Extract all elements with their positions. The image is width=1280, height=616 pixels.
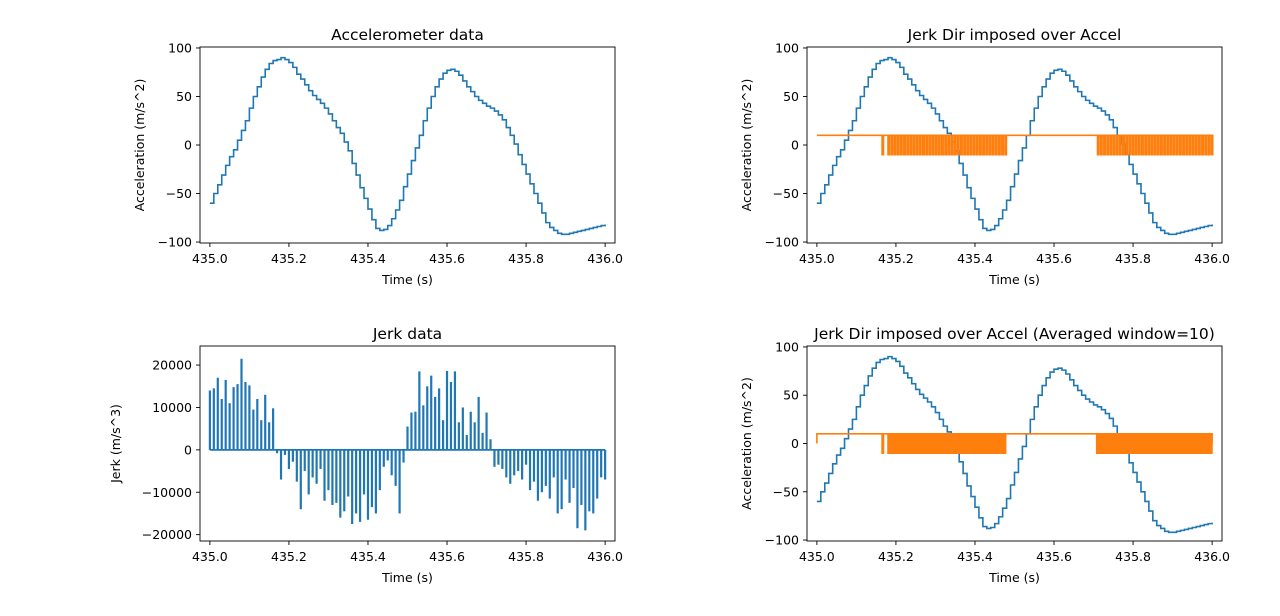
x-tick-label: 435.0	[799, 251, 835, 266]
x-axis-label: Time (s)	[381, 570, 433, 585]
y-tick-label: 10000	[152, 400, 192, 415]
x-tick-label: 435.4	[957, 251, 993, 266]
x-tick-label: 436.0	[1194, 549, 1230, 564]
subplot-4: 435.0 435.2 435.4 435.6 435.8 436.0 100 50 0 −50 −…	[739, 325, 1230, 585]
x-tick-label: 435.4	[350, 251, 386, 266]
series-line-1	[209, 56, 606, 236]
y-tick-label: 50	[783, 388, 799, 403]
x-tick-label: 435.2	[271, 549, 307, 564]
x-axis-label: Time (s)	[988, 570, 1040, 585]
chart-title: Jerk Dir imposed over Accel (Averaged wi…	[813, 325, 1215, 343]
x-tick-label: 435.8	[1115, 549, 1151, 564]
y-tick-label: −100	[158, 235, 192, 250]
y-tick-label: 50	[176, 89, 192, 104]
x-tick-label: 435.0	[192, 251, 228, 266]
y-axis-label: Acceleration (m/s^2)	[739, 377, 754, 510]
x-tick-label: 435.0	[799, 549, 835, 564]
x-tick-label: 435.6	[429, 251, 465, 266]
y-tick-label: 0	[184, 138, 192, 153]
y-tick-label: 100	[775, 40, 799, 55]
jerk-direction-line	[816, 134, 1214, 156]
jerk-direction-line	[816, 433, 1213, 454]
y-axis: 20000 10000 0 −10000 −20000	[142, 358, 200, 542]
y-tick-label: 20000	[152, 358, 192, 373]
x-tick-label: 435.6	[429, 549, 465, 564]
plot-area	[816, 56, 1214, 236]
y-axis: 100 50 0 −50 −100	[765, 40, 807, 250]
y-axis-label: Acceleration (m/s^2)	[132, 79, 147, 212]
x-tick-label: 435.4	[350, 549, 386, 564]
x-axis: 435.0 435.2 435.4 435.6 435.8 436.0	[192, 243, 623, 266]
y-axis: 100 50 0 −50 −100	[765, 339, 807, 548]
plot-area	[209, 56, 606, 236]
y-tick-label: 0	[791, 436, 799, 451]
x-axis-label: Time (s)	[988, 272, 1040, 287]
series-line-1	[816, 355, 1213, 534]
x-tick-label: 436.0	[587, 549, 623, 564]
y-axis-label: Acceleration (m/s^2)	[739, 79, 754, 212]
x-axis: 435.0 435.2 435.4 435.6 435.8 436.0	[799, 243, 1230, 266]
y-tick-label: 50	[783, 89, 799, 104]
y-tick-label: −50	[166, 186, 192, 201]
y-axis-label: Jerk (m/s^3)	[108, 404, 123, 484]
x-tick-label: 435.2	[271, 251, 307, 266]
x-axis: 435.0 435.2 435.4 435.6 435.8 436.0	[192, 541, 623, 564]
y-tick-label: −10000	[142, 485, 192, 500]
y-axis: 100 50 0 −50 −100	[158, 40, 200, 250]
x-tick-label: 435.8	[1115, 251, 1151, 266]
x-tick-label: 435.2	[878, 251, 914, 266]
chart-title: Accelerometer data	[331, 26, 484, 44]
x-tick-label: 435.6	[1036, 251, 1072, 266]
x-tick-label: 435.6	[1036, 549, 1072, 564]
axes-frame	[199, 345, 616, 542]
x-axis-label: Time (s)	[381, 272, 433, 287]
x-axis: 435.0 435.2 435.4 435.6 435.8 436.0	[799, 541, 1230, 564]
series-line-1	[816, 56, 1213, 236]
x-tick-label: 436.0	[587, 251, 623, 266]
x-tick-label: 436.0	[1194, 251, 1230, 266]
y-tick-label: 0	[791, 138, 799, 153]
y-tick-label: −50	[773, 484, 799, 499]
chart-title: Jerk data	[372, 325, 442, 343]
subplot-2: 435.0 435.2 435.4 435.6 435.8 436.0 100 50 0 −50 −…	[739, 26, 1230, 287]
y-tick-label: −100	[765, 533, 799, 548]
plot-area	[816, 355, 1213, 534]
y-tick-label: −100	[765, 235, 799, 250]
y-tick-label: 100	[775, 339, 799, 354]
stem-series	[208, 358, 607, 531]
y-tick-label: −50	[773, 186, 799, 201]
x-tick-label: 435.8	[508, 251, 544, 266]
subplot-1: 435.0 435.2 435.4 435.6 435.8 436.0 100 50 0 −50 −…	[132, 26, 623, 287]
y-tick-label: −20000	[142, 527, 192, 542]
x-tick-label: 435.2	[878, 549, 914, 564]
y-tick-label: 0	[184, 442, 192, 457]
subplot-3: 435.0 435.2 435.4 435.6 435.8 436.0 20000 10000…	[108, 325, 623, 585]
x-tick-label: 435.4	[957, 549, 993, 564]
chart-title: Jerk Dir imposed over Accel	[907, 26, 1122, 44]
plot-area	[208, 358, 607, 531]
y-tick-label: 100	[168, 40, 192, 55]
x-tick-label: 435.8	[508, 549, 544, 564]
x-tick-label: 435.0	[192, 549, 228, 564]
